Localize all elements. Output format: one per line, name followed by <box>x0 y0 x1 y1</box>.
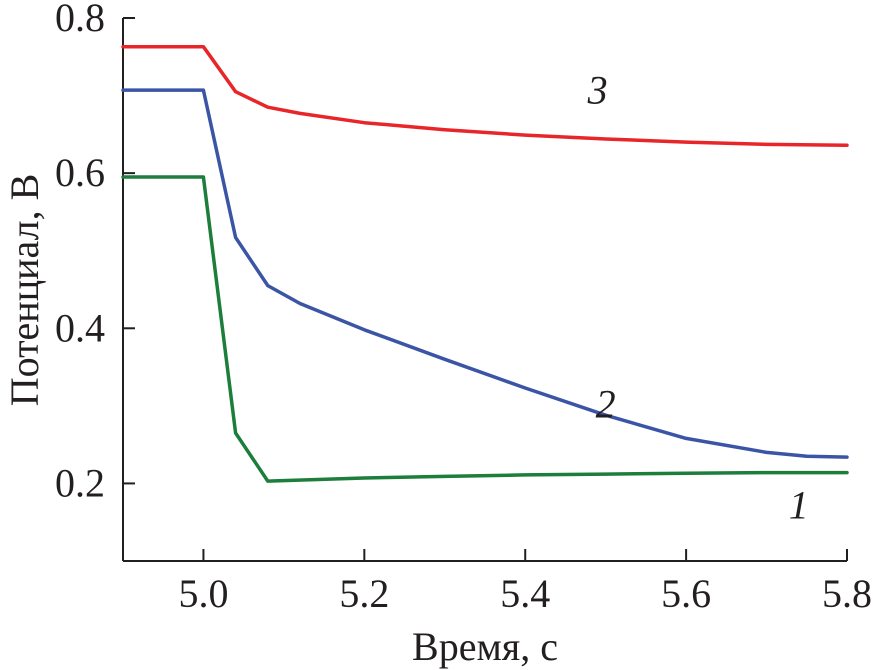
series-labels: 1 2 3 <box>587 67 809 527</box>
series-lines <box>121 44 849 483</box>
y-tick-label: 0.2 <box>55 460 105 505</box>
series-2-label: 2 <box>596 381 616 426</box>
series-2-line <box>121 88 849 459</box>
x-axis-title: Время, с <box>412 624 558 669</box>
ticks: 5.0 5.2 5.4 5.6 5.8 0.2 0.4 0.6 0.8 <box>55 0 872 616</box>
x-tick-label: 5.0 <box>178 571 228 616</box>
x-tick-label: 5.6 <box>661 571 711 616</box>
series-3-line <box>121 44 849 147</box>
x-tick-label: 5.8 <box>822 571 872 616</box>
series-3-label: 3 <box>587 67 608 112</box>
axes <box>122 18 847 562</box>
x-tick-label: 5.2 <box>339 571 389 616</box>
y-tick-label: 0.4 <box>55 305 105 350</box>
y-tick-label: 0.6 <box>55 150 105 195</box>
series-1-line <box>121 175 849 483</box>
y-tick-label: 0.8 <box>55 0 105 40</box>
y-axis-title: Потенциал, В <box>2 174 47 407</box>
x-tick-label: 5.4 <box>500 571 550 616</box>
series-1-label: 1 <box>789 482 809 527</box>
